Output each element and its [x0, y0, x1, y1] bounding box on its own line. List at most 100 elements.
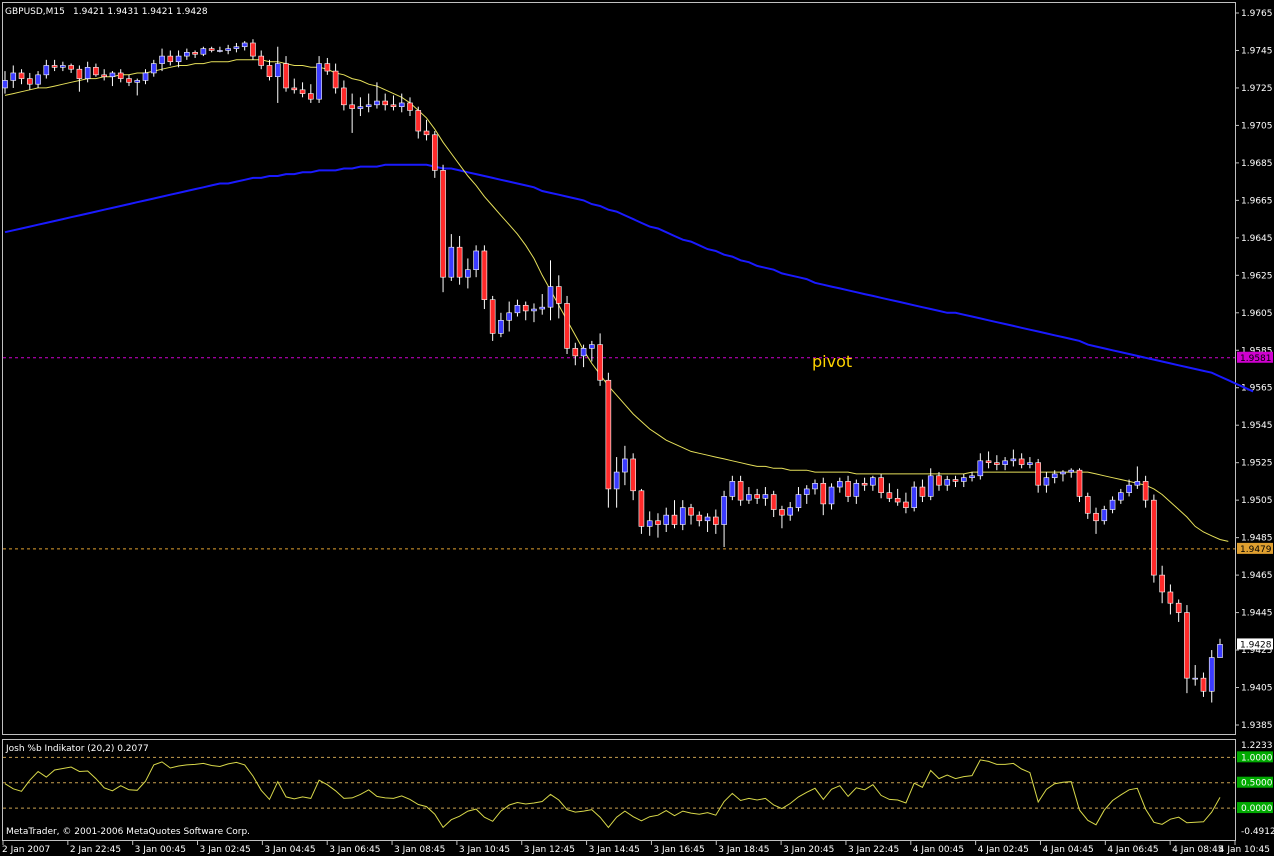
- candle-body: [440, 170, 446, 278]
- time-tick-label: 3 Jan 20:45: [783, 845, 834, 855]
- candle-body: [101, 74, 107, 78]
- candle-body: [357, 106, 364, 109]
- candle-body: [1184, 612, 1190, 679]
- candle-body: [332, 70, 339, 89]
- time-tick-label: 3 Jan 02:45: [200, 845, 251, 855]
- time-tick-label: 3 Jan 12:45: [524, 845, 575, 855]
- price-tick-label: 1.9425: [1241, 646, 1273, 656]
- candle-body: [1142, 481, 1149, 501]
- candle-body: [26, 78, 33, 85]
- candle-body: [1151, 499, 1157, 576]
- ma-slow-layer: [4, 163, 1254, 393]
- candle-body: [150, 63, 157, 74]
- price-tick-label: 1.9565: [1241, 384, 1273, 394]
- candle-body: [1051, 473, 1058, 478]
- candle-body: [1217, 644, 1223, 658]
- candle-body: [646, 520, 653, 527]
- candle-body: [572, 348, 579, 357]
- price-tick-label: 1.9385: [1241, 721, 1273, 731]
- candle-body: [514, 304, 521, 314]
- time-tick-label: 4 Jan 08:45: [1172, 845, 1223, 855]
- candles-layer[interactable]: [2, 39, 1223, 703]
- candle-body: [456, 246, 463, 278]
- candle-body: [473, 250, 479, 270]
- candle-body: [498, 319, 504, 334]
- candle-body: [43, 65, 50, 76]
- candle-body: [68, 65, 74, 70]
- price-tick-label: 1.9665: [1241, 196, 1273, 206]
- candle-body: [1118, 492, 1124, 501]
- horizontal-levels: 1.9581 1.9479 1.9428: [3, 351, 1273, 650]
- time-tick-label: 4 Jan 02:45: [978, 845, 1029, 855]
- candle-body: [1159, 574, 1165, 593]
- candle-body: [522, 304, 529, 312]
- candle-body: [655, 520, 661, 525]
- candle-body: [1167, 591, 1174, 604]
- candle-body: [465, 269, 471, 278]
- candle-body: [250, 42, 256, 57]
- price-tick-label: 1.9605: [1241, 309, 1273, 319]
- candle-body: [481, 250, 488, 300]
- time-tick-label: 3 Jan 18:45: [718, 845, 769, 855]
- copyright-text: MetaTrader, © 2001-2006 MetaQuotes Softw…: [6, 827, 250, 837]
- candle-body: [506, 312, 512, 321]
- time-tick-label: 3 Jan 08:45: [394, 845, 445, 855]
- time-tick-label: 3 Jan 04:45: [264, 845, 315, 855]
- time-tick-label: 3 Jan 14:45: [589, 845, 640, 855]
- candle-body: [217, 50, 223, 52]
- candle-body: [547, 286, 554, 308]
- indicator-level-badge: [1237, 751, 1273, 763]
- time-tick-label: 2 Jan 22:45: [70, 845, 121, 855]
- candle-body: [903, 501, 909, 508]
- candle-body: [936, 475, 942, 486]
- candle-body: [787, 507, 794, 516]
- candle-body: [126, 78, 132, 83]
- candle-body: [564, 303, 570, 349]
- ma-fast-layer: [4, 59, 1229, 542]
- candle-body: [1043, 477, 1050, 486]
- candle-body: [2, 80, 8, 89]
- candle-body: [638, 490, 645, 527]
- ohlc-readout: 1.9421 1.9431 1.9421 1.9428: [73, 7, 208, 17]
- candle-body: [448, 246, 455, 278]
- candle-body: [812, 482, 818, 490]
- candle-body: [84, 67, 91, 79]
- candle-body: [886, 492, 893, 499]
- pivot-price-badge: [1237, 351, 1273, 363]
- current-price-badge: [1237, 638, 1273, 650]
- candle-body: [159, 55, 165, 64]
- candle-body: [1035, 462, 1041, 486]
- indicator-top-label: 1.2233: [1241, 741, 1273, 751]
- candle-body: [613, 471, 620, 490]
- candle-body: [605, 379, 612, 490]
- candle-body: [1200, 677, 1207, 692]
- candle-body: [919, 486, 926, 497]
- price-tick-label: 1.9505: [1241, 496, 1273, 506]
- candle-body: [1010, 458, 1017, 462]
- indicator-layer: 1.0000 0.5000 0.0000 1.2233 -0.4912: [3, 741, 1274, 837]
- candle-body: [555, 286, 562, 304]
- candle-body: [117, 72, 124, 79]
- time-axis: 2 Jan 2007 2 Jan 22:45 3 Jan 00:45 3 Jan 02…: [2, 841, 1270, 855]
- pivot-label: pivot: [812, 352, 852, 371]
- candle-body: [952, 479, 959, 482]
- candle-body: [688, 507, 694, 516]
- price-tick-label: 1.9625: [1241, 271, 1273, 281]
- candle-body: [1208, 657, 1215, 692]
- symbol-title: GBPUSD,M15: [5, 7, 65, 17]
- candle-body: [985, 460, 992, 463]
- candle-body: [663, 514, 670, 525]
- candle-body: [283, 63, 289, 89]
- candle-body: [746, 494, 752, 501]
- time-tick-label: 3 Jan 10:45: [459, 845, 510, 855]
- candle-body: [241, 42, 248, 48]
- candle-body: [828, 486, 835, 505]
- candle-body: [870, 477, 876, 486]
- candle-body: [390, 104, 397, 107]
- candle-body: [1134, 481, 1141, 486]
- candle-body: [597, 344, 603, 381]
- candle-body: [341, 87, 347, 106]
- ma-fast-line: [4, 59, 1229, 542]
- candle-body: [539, 306, 546, 310]
